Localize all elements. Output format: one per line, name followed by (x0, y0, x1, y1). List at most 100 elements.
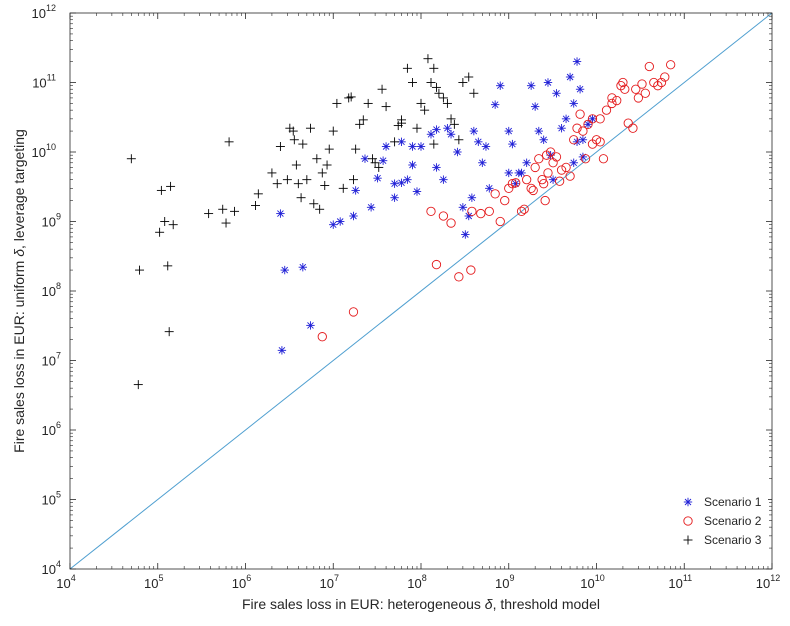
data-point (575, 85, 585, 94)
data-point (618, 77, 628, 88)
data-point (360, 154, 370, 163)
data-point (598, 154, 609, 164)
data-point (556, 165, 567, 175)
data-point (578, 126, 588, 136)
data-point (432, 163, 441, 172)
data-point (276, 209, 285, 218)
x-tick-label: 106 (232, 573, 251, 591)
data-point (504, 126, 513, 136)
data-point (516, 206, 527, 216)
data-point (349, 211, 358, 221)
y-tick-label: 1010 (32, 142, 56, 160)
data-point (420, 105, 430, 115)
data-point (511, 178, 521, 188)
data-point (429, 139, 439, 149)
data-point (504, 183, 514, 193)
data-point (534, 154, 544, 164)
data-point (557, 124, 566, 133)
data-point (408, 160, 417, 170)
data-point (416, 98, 426, 108)
data-point (390, 179, 399, 188)
data-point (168, 220, 178, 230)
legend-label: Scenario 3 (704, 533, 762, 547)
data-point (426, 206, 436, 216)
data-point (374, 162, 384, 172)
y-tick-label: 107 (42, 351, 61, 369)
data-point (454, 272, 464, 282)
data-point (612, 95, 622, 106)
x-tick-label: 108 (407, 573, 426, 591)
data-point (587, 114, 598, 124)
data-point (607, 93, 617, 103)
data-point (561, 114, 571, 124)
data-point (572, 57, 582, 66)
data-point (378, 156, 388, 165)
data-point (595, 114, 605, 124)
data-point (312, 154, 322, 164)
data-point (446, 218, 456, 228)
data-point (224, 137, 234, 147)
data-point (298, 263, 308, 272)
legend-box (676, 488, 768, 554)
data-point (464, 72, 474, 82)
data-point (390, 193, 399, 202)
data-point (453, 147, 462, 157)
data-point (653, 81, 663, 91)
data-point (412, 187, 422, 196)
data-point (126, 154, 136, 164)
data-point (548, 158, 558, 168)
data-point (381, 102, 391, 112)
data-point (644, 61, 654, 72)
x-tick-label: 105 (144, 573, 163, 591)
data-point (545, 147, 556, 157)
data-point (601, 105, 612, 115)
data-point (543, 168, 553, 178)
data-point (275, 141, 285, 151)
data-point (607, 98, 617, 109)
data-point (298, 139, 308, 149)
data-point (344, 93, 354, 103)
data-point (305, 123, 315, 133)
data-point (500, 195, 510, 206)
series-layer (126, 54, 676, 390)
data-point (628, 123, 638, 133)
data-point (288, 126, 298, 136)
data-point (377, 84, 387, 94)
data-point (490, 189, 500, 199)
data-point (351, 186, 360, 195)
data-point (366, 203, 376, 212)
y-tick-label: 109 (42, 212, 61, 230)
data-point (485, 184, 494, 193)
data-point (370, 158, 380, 168)
data-point (346, 92, 356, 102)
data-point (446, 130, 456, 139)
data-point (522, 175, 532, 185)
data-point (569, 158, 578, 167)
data-point (458, 203, 468, 212)
data-point (348, 175, 358, 185)
data-point (156, 185, 166, 195)
data-point (363, 98, 373, 108)
data-point (631, 84, 641, 94)
data-point (438, 93, 448, 103)
data-point (431, 259, 442, 270)
data-point (338, 183, 348, 193)
data-point (322, 160, 332, 170)
data-point (309, 199, 319, 209)
data-point (551, 152, 562, 162)
y-tick-label: 104 (42, 559, 61, 577)
series-3 (126, 54, 479, 390)
data-point (267, 168, 277, 178)
data-point (280, 265, 289, 275)
data-point (578, 135, 588, 144)
data-point (355, 119, 365, 129)
data-point (539, 135, 548, 144)
x-tick-label: 1012 (756, 573, 780, 591)
data-point (490, 100, 500, 109)
data-point (528, 185, 538, 196)
data-point (552, 89, 561, 98)
data-point (519, 204, 529, 214)
data-point (443, 124, 452, 133)
data-point (163, 261, 173, 271)
